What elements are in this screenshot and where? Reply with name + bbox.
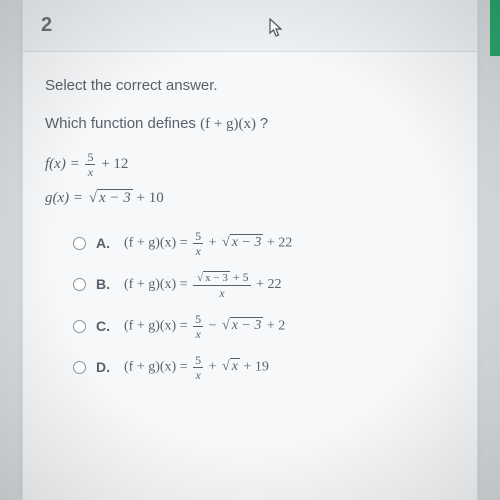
question-header: 2 [23,0,477,52]
choice-label: C. [96,317,114,336]
choice-a[interactable]: A. (f + g)(x) = 5x + x − 3 + 22 [73,230,455,257]
stem-suffix: ? [260,115,268,132]
choice-label: D. [96,358,114,377]
choice-label: A. [96,234,114,253]
radio-icon[interactable] [73,320,86,333]
choice-expression: (f + g)(x) = 5x − x − 3 + 2 [124,313,285,340]
question-content: Select the correct answer. Which functio… [23,52,477,405]
accent-bar [490,0,500,56]
choice-expression: (f + g)(x) = x − 3 + 5 x + 22 [124,271,282,299]
radio-icon[interactable] [73,278,86,291]
question-card: 2 Select the correct answer. Which funct… [22,0,478,500]
given-f: f(x) = 5 x + 12 [45,151,455,178]
given-g: g(x) = x − 3 + 10 [45,188,455,208]
stem-prefix: Which function defines [45,115,200,132]
choice-expression: (f + g)(x) = 5x + x + 19 [124,354,269,381]
question-stem: Which function defines (f + g)(x) ? [45,114,455,134]
choice-c[interactable]: C. (f + g)(x) = 5x − x − 3 + 2 [73,313,455,340]
radio-icon[interactable] [73,237,86,250]
choice-expression: (f + g)(x) = 5x + x − 3 + 22 [124,230,292,257]
choice-b[interactable]: B. (f + g)(x) = x − 3 + 5 x + 22 [73,271,455,299]
stem-expression: (f + g)(x) [200,116,260,132]
radio-icon[interactable] [73,361,86,374]
choice-d[interactable]: D. (f + g)(x) = 5x + x + 19 [73,354,455,381]
choice-label: B. [96,275,114,294]
sqrt: x − 3 [87,188,133,208]
question-number: 2 [41,14,52,36]
instruction-text: Select the correct answer. [45,76,455,96]
fraction: 5 x [85,151,95,178]
answer-choices: A. (f + g)(x) = 5x + x − 3 + 22 B. (f + … [45,230,455,381]
